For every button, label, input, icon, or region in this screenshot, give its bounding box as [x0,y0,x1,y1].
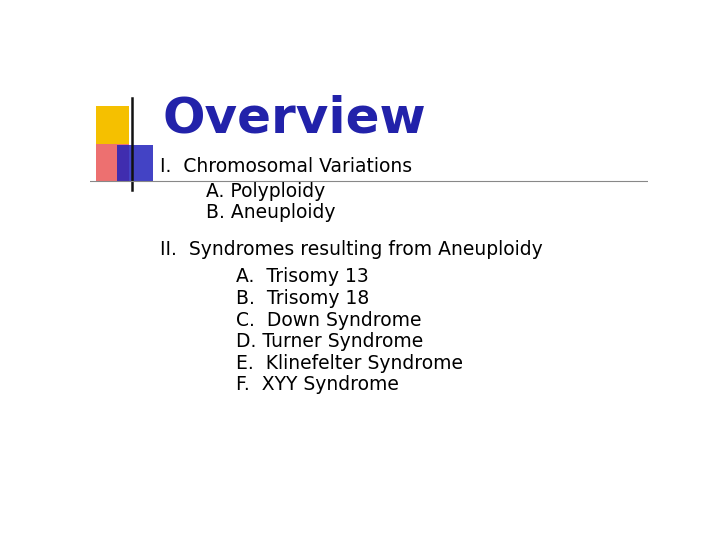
Text: C.  Down Syndrome: C. Down Syndrome [176,310,422,329]
Text: A. Polyploidy: A. Polyploidy [176,182,325,201]
Text: A.  Trisomy 13: A. Trisomy 13 [176,267,369,286]
Text: Overview: Overview [163,95,426,143]
Text: E.  Klinefelter Syndrome: E. Klinefelter Syndrome [176,354,464,373]
Bar [117,145,153,182]
Text: I.  Chromosomal Variations: I. Chromosomal Variations [160,157,412,176]
Bar [96,144,129,181]
Text: B.  Trisomy 18: B. Trisomy 18 [176,289,370,308]
Text: D. Turner Syndrome: D. Turner Syndrome [176,332,424,351]
Text: F.  XYY Syndrome: F. XYY Syndrome [176,375,400,394]
Text: II.  Syndromes resulting from Aneuploidy: II. Syndromes resulting from Aneuploidy [160,240,542,259]
Text: B. Aneuploidy: B. Aneuploidy [176,203,336,222]
Bar [96,106,129,144]
